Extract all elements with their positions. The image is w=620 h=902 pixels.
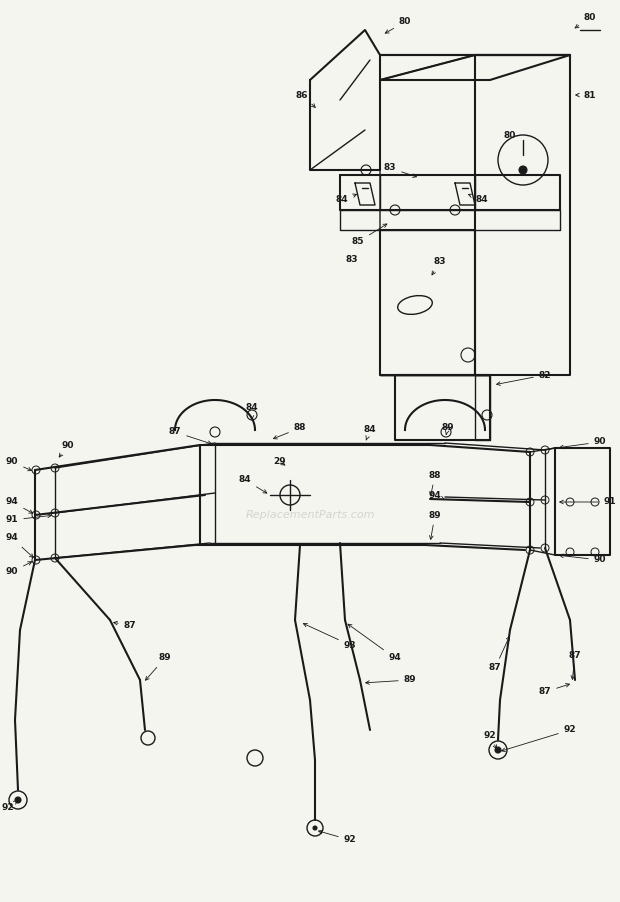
Text: 83: 83 bbox=[432, 257, 446, 275]
Text: 90: 90 bbox=[6, 457, 32, 471]
Circle shape bbox=[313, 826, 317, 830]
Text: 92: 92 bbox=[319, 830, 356, 844]
Text: 84: 84 bbox=[335, 194, 356, 205]
Text: 94: 94 bbox=[348, 624, 401, 662]
Text: 92: 92 bbox=[484, 731, 497, 749]
Circle shape bbox=[15, 797, 21, 803]
Text: 94: 94 bbox=[6, 533, 33, 557]
Text: 85: 85 bbox=[352, 224, 387, 246]
Text: ReplacementParts.com: ReplacementParts.com bbox=[246, 510, 374, 520]
Text: 89: 89 bbox=[366, 676, 416, 685]
Text: 87: 87 bbox=[539, 684, 570, 696]
Text: 81: 81 bbox=[576, 90, 596, 99]
Text: 82: 82 bbox=[497, 371, 551, 385]
Text: 87: 87 bbox=[169, 428, 211, 445]
Text: 90: 90 bbox=[560, 554, 606, 565]
Text: 80: 80 bbox=[575, 14, 596, 28]
Text: 94: 94 bbox=[6, 498, 33, 513]
Text: 86: 86 bbox=[296, 90, 316, 107]
Circle shape bbox=[519, 166, 527, 174]
Text: 92: 92 bbox=[502, 725, 577, 751]
Text: 92: 92 bbox=[2, 800, 17, 813]
Text: 80: 80 bbox=[504, 131, 516, 140]
Text: 83: 83 bbox=[384, 163, 417, 178]
Text: 91: 91 bbox=[560, 498, 616, 507]
Text: 87: 87 bbox=[569, 650, 582, 679]
Text: 88: 88 bbox=[429, 471, 441, 495]
Circle shape bbox=[495, 747, 501, 753]
Text: 90: 90 bbox=[59, 440, 74, 457]
Text: 91: 91 bbox=[6, 514, 51, 524]
Text: 89: 89 bbox=[146, 654, 171, 680]
Text: 80: 80 bbox=[385, 17, 411, 33]
Text: 84: 84 bbox=[364, 426, 376, 440]
Text: 94: 94 bbox=[428, 491, 445, 500]
Text: 88: 88 bbox=[273, 424, 306, 439]
Text: 29: 29 bbox=[273, 457, 286, 466]
Text: 93: 93 bbox=[303, 623, 356, 649]
Text: 89: 89 bbox=[428, 511, 441, 539]
Text: 90: 90 bbox=[6, 562, 32, 576]
Text: 84: 84 bbox=[469, 194, 489, 205]
Text: 84: 84 bbox=[239, 475, 267, 493]
Text: 89: 89 bbox=[441, 422, 454, 435]
Text: 83: 83 bbox=[346, 255, 358, 264]
Text: 87: 87 bbox=[489, 637, 510, 673]
Text: 90: 90 bbox=[560, 437, 606, 449]
Text: 84: 84 bbox=[246, 403, 259, 419]
Text: 87: 87 bbox=[113, 621, 136, 630]
